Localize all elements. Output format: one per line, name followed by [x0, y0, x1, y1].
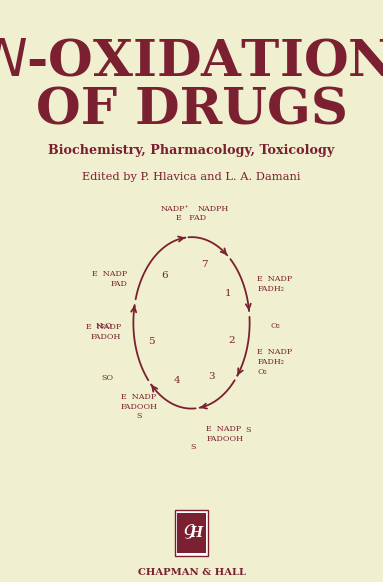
Text: Biochemistry, Pharmacology, Toxicology: Biochemistry, Pharmacology, Toxicology — [48, 144, 335, 157]
Text: Edited by P. Hlavica and L. A. Damani: Edited by P. Hlavica and L. A. Damani — [82, 172, 301, 182]
Text: 4: 4 — [174, 377, 180, 385]
Text: NADP⁺: NADP⁺ — [161, 205, 190, 213]
Text: SO: SO — [101, 374, 113, 382]
Text: 3: 3 — [208, 372, 215, 381]
Text: E  NADP
FADOOH
S: E NADP FADOOH S — [120, 393, 157, 420]
Text: 2: 2 — [228, 336, 235, 345]
Text: E  NADP
FADH₂
O₂: E NADP FADH₂ O₂ — [257, 348, 292, 376]
Text: O₂: O₂ — [270, 322, 280, 330]
Text: OF DRUGS: OF DRUGS — [36, 87, 347, 136]
Text: 6: 6 — [161, 271, 168, 280]
Text: E  NADP
FAD: E NADP FAD — [92, 270, 127, 288]
Bar — [175, 510, 208, 556]
Text: NADPH: NADPH — [198, 205, 229, 213]
Text: H₂O: H₂O — [95, 322, 112, 330]
Text: H: H — [190, 526, 203, 540]
Text: $\mathcal{G}$: $\mathcal{G}$ — [183, 523, 196, 541]
Text: 5: 5 — [148, 338, 155, 346]
Text: CHAPMAN & HALL: CHAPMAN & HALL — [137, 568, 246, 577]
Text: $\it{N}$-OXIDATION: $\it{N}$-OXIDATION — [0, 38, 383, 87]
Text: S: S — [190, 443, 196, 452]
Bar — [177, 513, 206, 553]
Text: 1: 1 — [225, 289, 232, 299]
Text: E   FAD: E FAD — [177, 214, 206, 222]
Text: S: S — [246, 426, 251, 434]
Text: E  NADP
FADH₂: E NADP FADH₂ — [257, 275, 292, 293]
Text: 7: 7 — [201, 260, 208, 269]
Text: E  NADP
FADOOH: E NADP FADOOH — [206, 425, 243, 443]
Text: E  NADP
FADOH: E NADP FADOH — [86, 323, 121, 341]
